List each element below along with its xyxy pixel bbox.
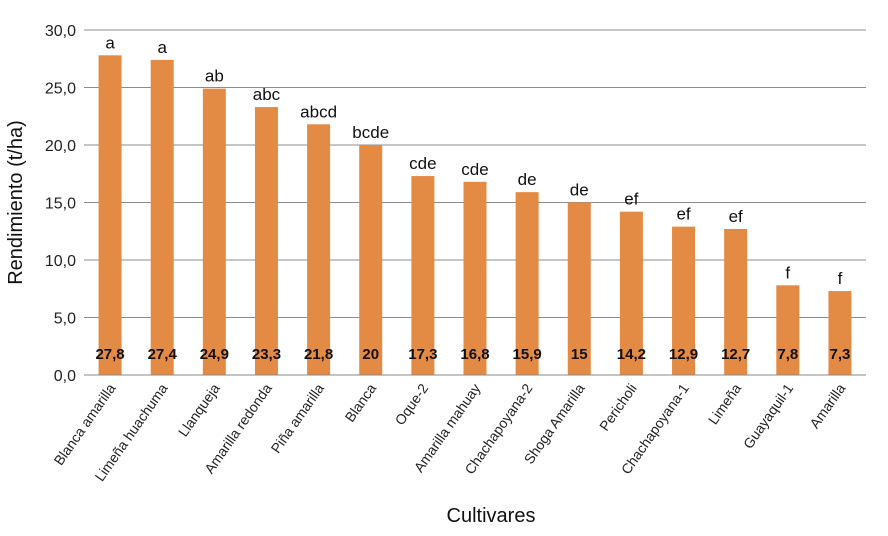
significance-label: ef (676, 205, 690, 224)
y-tick-label: 5,0 (54, 311, 76, 328)
bar (776, 285, 800, 375)
x-tick-label: Pericholi (596, 381, 640, 434)
x-tick-label: Oque-2 (391, 380, 431, 428)
bar (254, 107, 278, 376)
significance-label: a (105, 33, 115, 52)
bar (672, 226, 696, 375)
x-tick-label: Blanca (342, 380, 380, 424)
significance-label: ab (205, 67, 224, 86)
data-label: 7,3 (830, 346, 851, 363)
significance-label: f (785, 263, 790, 282)
significance-label: f (838, 269, 843, 288)
bar (98, 55, 122, 376)
bar (202, 88, 226, 376)
data-label: 15 (571, 346, 588, 363)
data-label: 23,3 (252, 346, 281, 363)
data-label: 16,8 (460, 346, 489, 363)
bar (463, 181, 487, 375)
significance-label: a (157, 38, 167, 57)
data-label: 17,3 (408, 346, 437, 363)
y-tick-label: 15,0 (45, 196, 76, 213)
significance-label: ef (624, 190, 638, 209)
bar (359, 145, 383, 375)
y-tick-label: 25,0 (45, 81, 76, 98)
bar (150, 59, 174, 376)
data-label: 24,9 (200, 346, 229, 363)
x-tick-label: Limeña (705, 380, 745, 427)
significance-label: bcde (352, 123, 389, 142)
data-label: 7,8 (777, 346, 798, 363)
significance-label: ef (729, 207, 743, 226)
x-tick-label: Llanqueja (175, 380, 223, 439)
bar (567, 202, 591, 375)
data-label: 27,8 (95, 346, 124, 363)
data-label: 15,9 (513, 346, 542, 363)
bar (724, 228, 748, 375)
data-label: 14,2 (617, 346, 646, 363)
y-tick-label: 30,0 (45, 23, 76, 40)
significance-label: de (570, 181, 589, 200)
bar (307, 124, 331, 375)
bar (515, 192, 539, 375)
data-label: 27,4 (148, 346, 178, 363)
bar (619, 211, 643, 375)
data-label: 20 (362, 346, 379, 363)
significance-label: abc (253, 85, 281, 104)
x-tick-label: Amarilla (806, 380, 848, 431)
x-tick-label: Guayaquil-1 (740, 380, 797, 451)
data-label: 12,7 (721, 346, 750, 363)
significance-label: abcd (300, 102, 337, 121)
data-label: 12,9 (669, 346, 698, 363)
significance-label: cde (461, 160, 488, 179)
significance-label: cde (409, 154, 436, 173)
y-tick-label: 20,0 (45, 138, 76, 155)
significance-label: de (518, 170, 537, 189)
bars (98, 55, 852, 376)
y-tick-label: 10,0 (45, 253, 76, 270)
data-label: 21,8 (304, 346, 333, 363)
bar (411, 176, 435, 375)
x-tick-label: Piña amarilla (268, 380, 328, 456)
y-tick-label: 0,0 (54, 368, 76, 385)
x-axis-title: Cultivares (447, 505, 536, 527)
y-axis-title: Rendimiento (t/ha) (5, 120, 27, 285)
bar (828, 291, 852, 375)
